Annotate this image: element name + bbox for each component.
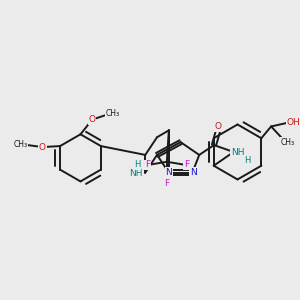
Text: O: O bbox=[214, 122, 221, 131]
Text: N: N bbox=[165, 168, 172, 177]
Text: O: O bbox=[39, 142, 46, 152]
Text: OH: OH bbox=[287, 118, 300, 127]
Text: O: O bbox=[89, 115, 96, 124]
Text: CH₃: CH₃ bbox=[14, 140, 28, 148]
Text: F: F bbox=[164, 179, 169, 188]
Text: H: H bbox=[134, 160, 141, 169]
Text: F: F bbox=[184, 160, 189, 169]
Text: N: N bbox=[190, 168, 197, 177]
Text: NH: NH bbox=[231, 148, 244, 158]
Text: CH₃: CH₃ bbox=[281, 138, 295, 147]
Text: CH₃: CH₃ bbox=[106, 109, 120, 118]
Text: F: F bbox=[145, 160, 150, 169]
Text: H: H bbox=[244, 156, 250, 165]
Text: NH: NH bbox=[129, 169, 142, 178]
